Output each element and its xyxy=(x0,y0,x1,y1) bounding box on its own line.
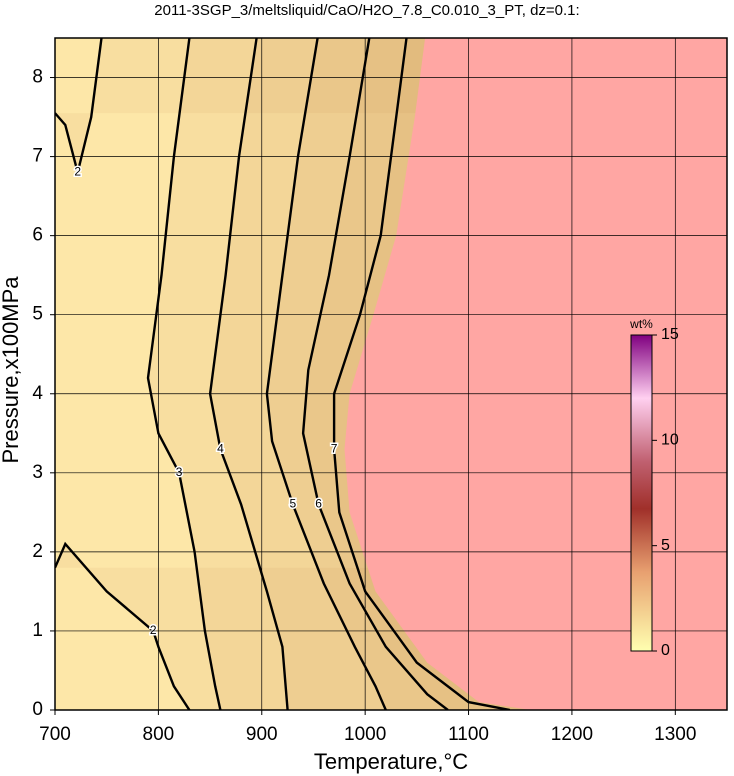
contour-line xyxy=(301,38,449,710)
y-tick-label: 6 xyxy=(32,225,43,246)
y-tick-label: 0 xyxy=(32,699,43,720)
colorbar xyxy=(630,334,653,652)
x-tick-label: 900 xyxy=(246,724,278,745)
y-tick-label: 8 xyxy=(32,67,43,88)
y-tick-label: 2 xyxy=(32,541,43,562)
contour-line xyxy=(146,38,222,710)
contour-line xyxy=(332,38,511,710)
x-axis-label: Temperature,°C xyxy=(314,749,468,774)
y-tick-label: 4 xyxy=(32,383,43,404)
plot-area: 2 2 3 4 5 6 7 xyxy=(55,38,727,710)
x-tick-label: 1100 xyxy=(448,724,489,745)
contour-label: 7 xyxy=(331,441,338,455)
colorbar-tick-label: 15 xyxy=(661,326,679,343)
colorbar-tick-label: 0 xyxy=(661,642,670,659)
contour-label: 2 xyxy=(74,165,81,179)
contour-label: 5 xyxy=(289,497,296,511)
contour-label: 4 xyxy=(217,441,224,455)
y-tick-label: 7 xyxy=(32,146,43,167)
y-tick-label: 3 xyxy=(32,462,43,483)
colorbar-tick-label: 5 xyxy=(661,537,670,554)
y-axis-label: Pressure,x100MPa xyxy=(0,276,23,464)
contour-label: 6 xyxy=(315,497,322,511)
contour-label: 3 xyxy=(176,465,183,479)
x-tick-label: 1300 xyxy=(654,724,696,745)
x-tick-label: 800 xyxy=(143,724,175,745)
x-tick-label: 700 xyxy=(39,724,71,745)
colorbar-label: wt% xyxy=(629,317,653,331)
contour-label: 2 xyxy=(150,623,157,637)
y-tick-label: 1 xyxy=(32,620,43,641)
y-tick-label: 5 xyxy=(32,304,43,325)
x-tick-label: 1000 xyxy=(344,724,386,745)
x-tick-label: 1200 xyxy=(551,724,593,745)
colorbar-tick-label: 10 xyxy=(661,432,679,449)
contour-line xyxy=(208,38,289,710)
chart-title: 2011-3SGP_3/meltsliquid/CaO/H2O_7.8_C0.0… xyxy=(154,2,579,19)
plot-frame xyxy=(54,37,728,711)
